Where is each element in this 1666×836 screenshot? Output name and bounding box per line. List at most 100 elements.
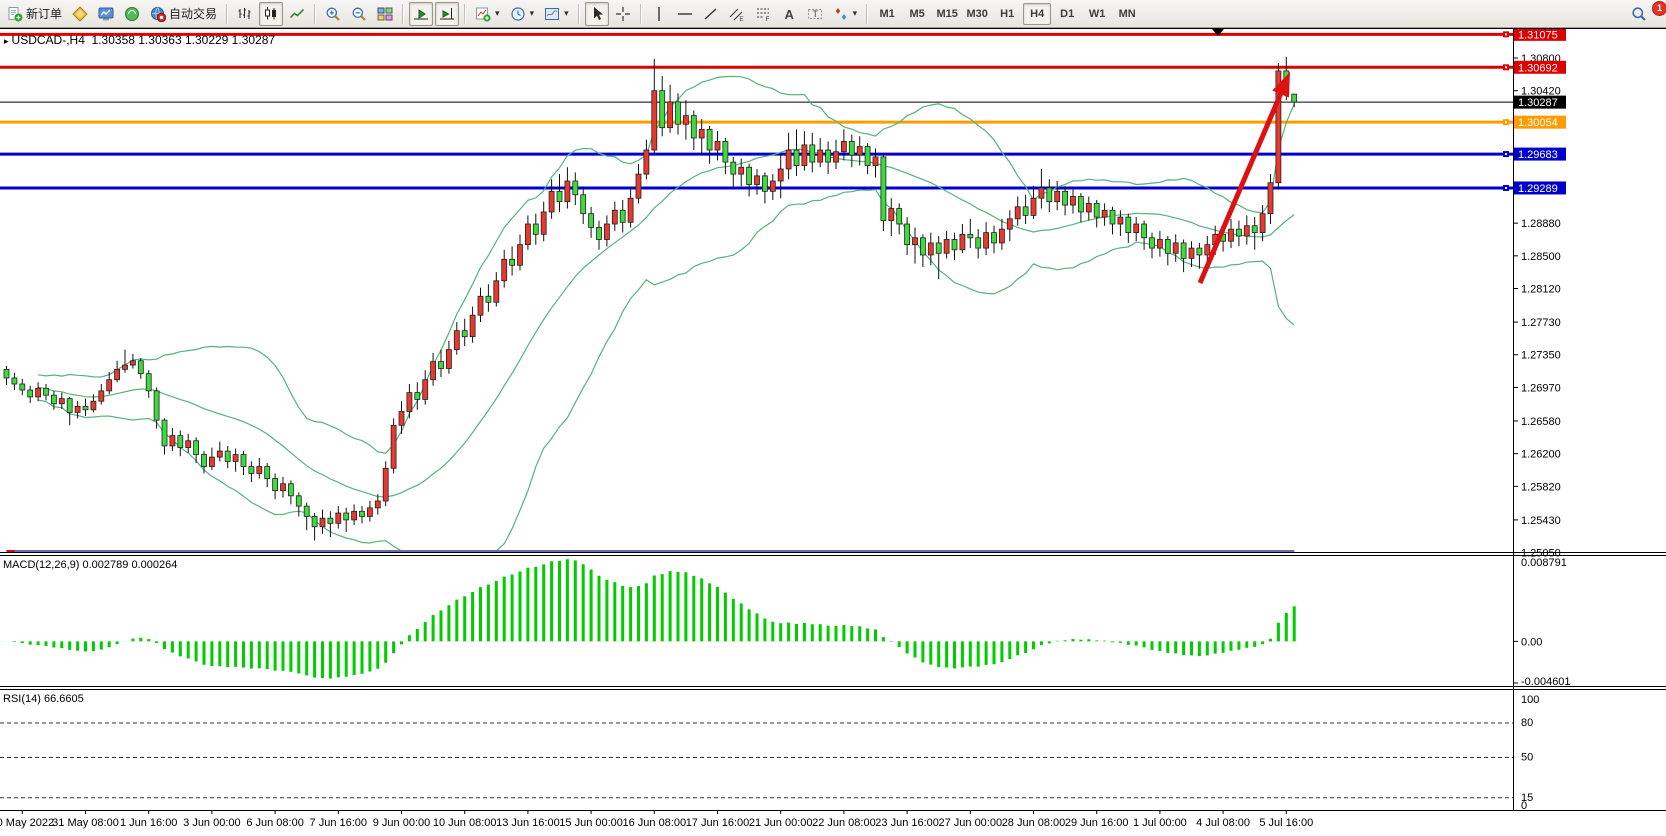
fibonacci-button[interactable]: F (751, 2, 775, 26)
chart-canvas[interactable]: 1.308001.304201.300401.296601.292701.288… (0, 28, 1666, 836)
chart-shift-button[interactable] (435, 1, 460, 26)
tab-timeframe-H4[interactable]: H4 (1023, 2, 1052, 25)
tab-timeframe-M5[interactable]: M5 (909, 7, 925, 20)
svg-text:10 Jun 08:00: 10 Jun 08:00 (433, 817, 497, 829)
autotrading-label: 自动交易 (169, 7, 218, 21)
horizontal-line-button[interactable] (673, 2, 697, 26)
autotrading-button[interactable]: 自动交易 (146, 2, 221, 26)
chart-ohlc-values: 1.30358 1.30363 1.30229 1.30287 (91, 33, 276, 47)
toolbar-separator (639, 3, 642, 24)
toolbar-left-group: 新订单 自动交易 ▾ ▾ ▾ E F A T ▾ (2, 0, 872, 27)
bar-chart-icon (238, 7, 251, 19)
timeframe-group: M1 M5 M15 M30 H1 H4 D1 W1 MN (872, 0, 1142, 27)
indicators-button[interactable]: ▾ (471, 2, 504, 26)
horizontal-level-lines[interactable] (0, 31, 1513, 191)
svg-text:1.27730: 1.27730 (1521, 317, 1561, 329)
arrow-shapes-caret-icon[interactable]: ▾ (852, 8, 858, 18)
new-order-button[interactable]: 新订单 (3, 2, 66, 26)
toolbar-separator (402, 3, 405, 24)
navigator-icon (125, 6, 140, 21)
svg-text:1.30420: 1.30420 (1521, 86, 1561, 98)
price-axis[interactable]: 1.308001.304201.300401.296601.292701.288… (1513, 28, 1571, 812)
svg-text:31 May 08:00: 31 May 08:00 (52, 817, 119, 829)
price-badge-1.29289 (1514, 181, 1566, 195)
crosshair-button[interactable] (611, 2, 635, 26)
drawn-objects[interactable] (1197, 29, 1290, 284)
arrow-shapes-icon (835, 7, 846, 20)
periods-button[interactable]: ▾ (506, 2, 539, 26)
svg-text:4 Jul 08:00: 4 Jul 08:00 (1196, 817, 1250, 829)
templates-caret-icon[interactable]: ▾ (564, 8, 569, 18)
periods-caret-icon[interactable]: ▾ (529, 8, 535, 18)
svg-text:5 Jul 16:00: 5 Jul 16:00 (1259, 817, 1313, 829)
navigator-button[interactable] (120, 2, 144, 26)
price-badge-1.30054 (1514, 115, 1566, 129)
notification-badge: 1 (1652, 0, 1666, 16)
svg-text:1.26970: 1.26970 (1521, 382, 1561, 394)
horizontal-line-icon (677, 12, 692, 15)
tab-timeframe-H1[interactable]: H1 (1000, 7, 1015, 20)
data-window-button[interactable] (94, 2, 118, 26)
macd-signal-value: 0.000264 (131, 559, 178, 571)
tab-timeframe-D1[interactable]: D1 (1060, 7, 1075, 20)
tab-timeframe-M1[interactable]: M1 (879, 7, 895, 20)
fibonacci-icon: F (756, 8, 769, 22)
tab-timeframe-M15[interactable]: M15 (936, 7, 958, 20)
zoom-out-button[interactable] (347, 2, 371, 26)
toolbar-separator (866, 3, 869, 24)
tab-timeframe-W1[interactable]: W1 (1088, 7, 1106, 20)
svg-text:0: 0 (1521, 800, 1527, 812)
periods-icon (510, 6, 525, 21)
bollinger-bands (37, 75, 1295, 552)
equidistant-channel-button[interactable]: E (725, 2, 749, 26)
svg-text:23 Jun 16:00: 23 Jun 16:00 (875, 817, 939, 829)
new-order-icon (8, 6, 23, 21)
svg-text:0.00: 0.00 (1521, 636, 1542, 648)
templates-button[interactable]: ▾ (540, 2, 573, 26)
candlestick-chart-button[interactable] (259, 1, 284, 26)
svg-text:1.27350: 1.27350 (1521, 350, 1561, 362)
search-button[interactable] (1627, 2, 1651, 26)
rsi-value: 66.6605 (43, 693, 84, 705)
text-label-button[interactable]: T (803, 2, 827, 26)
market-watch-button[interactable] (68, 2, 92, 26)
svg-text:30 May 2022: 30 May 2022 (0, 817, 54, 829)
svg-text:1.29683: 1.29683 (1518, 149, 1558, 161)
svg-text:13 Jun 16:00: 13 Jun 16:00 (496, 817, 560, 829)
tab-timeframe-MN[interactable]: MN (1118, 7, 1136, 20)
price-badge-1.30692 (1514, 60, 1566, 74)
price-badge-1.30287 (1514, 95, 1566, 109)
toolbar-separator (314, 3, 317, 24)
bar-chart-button[interactable] (233, 2, 257, 26)
indicators-caret-icon[interactable]: ▾ (495, 8, 500, 18)
svg-text:22 Jun 08:00: 22 Jun 08:00 (812, 817, 876, 829)
svg-text:1.26580: 1.26580 (1521, 416, 1561, 428)
tab-timeframe-M30[interactable]: M30 (966, 7, 988, 20)
pane-dividers[interactable] (0, 28, 1666, 811)
svg-text:-0.004601: -0.004601 (1521, 676, 1571, 688)
down-marker-object (1212, 29, 1224, 36)
arrow-shapes-button[interactable]: ▾ (829, 2, 862, 26)
candles-layer (3, 57, 1298, 541)
tile-windows-button[interactable] (373, 2, 397, 26)
vertical-line-button[interactable] (647, 2, 671, 26)
toolbar-right-group: 1 (1626, 0, 1666, 33)
chart-title-icon: ▸ (4, 36, 9, 46)
zoom-in-button[interactable] (321, 2, 345, 26)
svg-text:1 Jul 00:00: 1 Jul 00:00 (1133, 817, 1187, 829)
text-button[interactable]: A (777, 2, 801, 26)
chart-area[interactable]: 1.308001.304201.300401.296601.292701.288… (0, 28, 1666, 836)
cursor-button[interactable] (584, 1, 609, 26)
auto-scroll-button[interactable] (409, 1, 434, 26)
candlestick-chart-icon (265, 6, 277, 19)
svg-text:F: F (765, 17, 769, 22)
line-chart-button[interactable] (285, 2, 309, 26)
chart-title: ▸ USDCAD-,H4 1.30358 1.30363 1.30229 1.30… (4, 33, 275, 47)
trend-line-button[interactable] (699, 2, 723, 26)
svg-text:50: 50 (1521, 752, 1533, 764)
main-toolbar: 新订单 自动交易 ▾ ▾ ▾ E F A T ▾ M1 M5 M15 M30 H1 H4 D1 W1 MN 1 (0, 0, 1666, 33)
svg-text:1.25430: 1.25430 (1521, 515, 1561, 527)
svg-text:1.25820: 1.25820 (1521, 481, 1561, 493)
macd-indicator-label: MACD(12,26,9) 0.002789 0.000264 (3, 559, 178, 571)
